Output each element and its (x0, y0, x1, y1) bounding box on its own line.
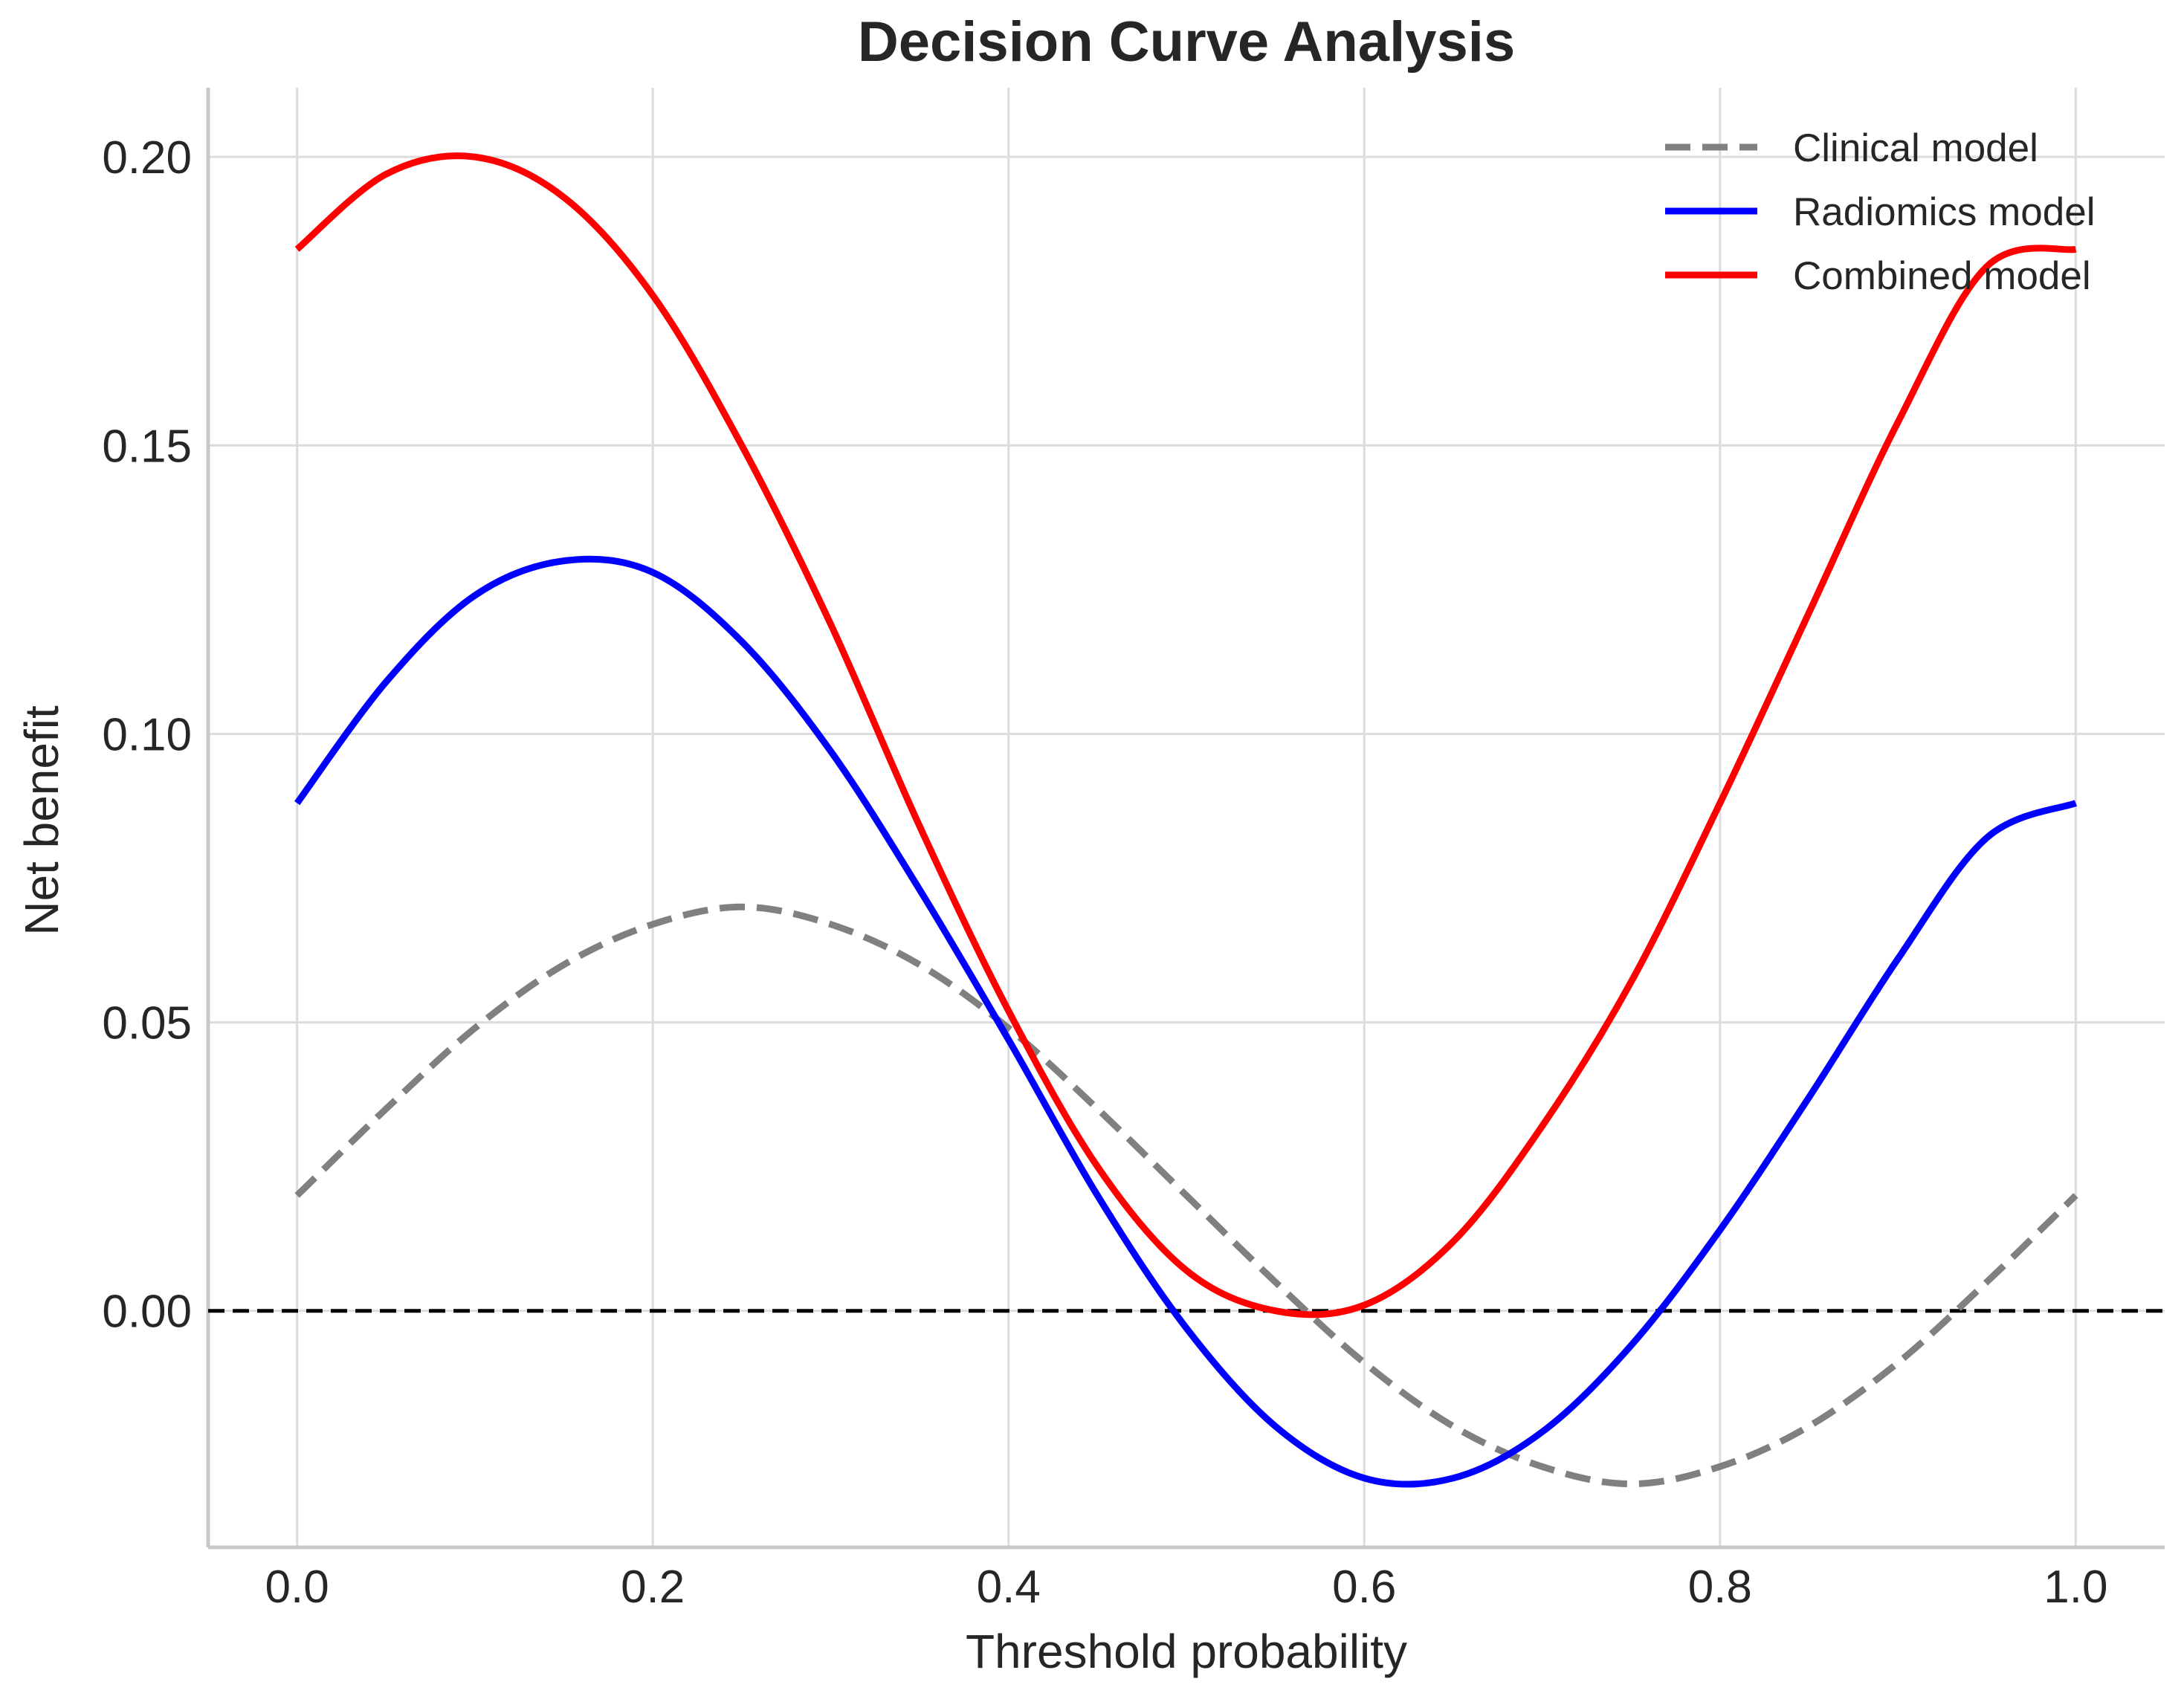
x-tick-label: 0.6 (1332, 1562, 1396, 1613)
legend-label: Combined model (1793, 254, 2091, 298)
y-tick-labels: 0.00 0.05 0.10 0.15 0.20 (102, 132, 192, 1338)
x-axis-label: Threshold probability (966, 1625, 1407, 1678)
x-tick-label: 1.0 (2044, 1562, 2107, 1613)
axis-spines (206, 88, 2165, 1550)
y-tick-label: 0.00 (102, 1287, 192, 1338)
legend-label: Clinical model (1793, 126, 2038, 170)
legend: Clinical model Radiomics model Combined mo… (1665, 126, 2095, 298)
series-line-radiomics-model (294, 555, 2078, 1488)
series-lines (294, 152, 2078, 1488)
x-tick-labels: 0.0 0.2 0.4 0.6 0.8 1.0 (265, 1562, 2108, 1613)
series-line-clinical-model (294, 903, 2078, 1488)
x-tick-label: 0.0 (265, 1562, 329, 1613)
x-tick-label: 0.4 (977, 1562, 1041, 1613)
legend-label: Radiomics model (1793, 190, 2095, 234)
y-tick-label: 0.05 (102, 998, 192, 1049)
y-tick-label: 0.10 (102, 709, 192, 760)
y-axis-label: Net benefit (15, 705, 68, 936)
series-line-combined-model (294, 152, 2077, 1318)
chart-title: Decision Curve Analysis (858, 10, 1515, 74)
grid (208, 88, 2165, 1547)
y-tick-label: 0.15 (102, 421, 192, 472)
x-tick-label: 0.2 (621, 1562, 685, 1613)
x-tick-label: 0.8 (1688, 1562, 1752, 1613)
y-tick-label: 0.20 (102, 132, 192, 184)
